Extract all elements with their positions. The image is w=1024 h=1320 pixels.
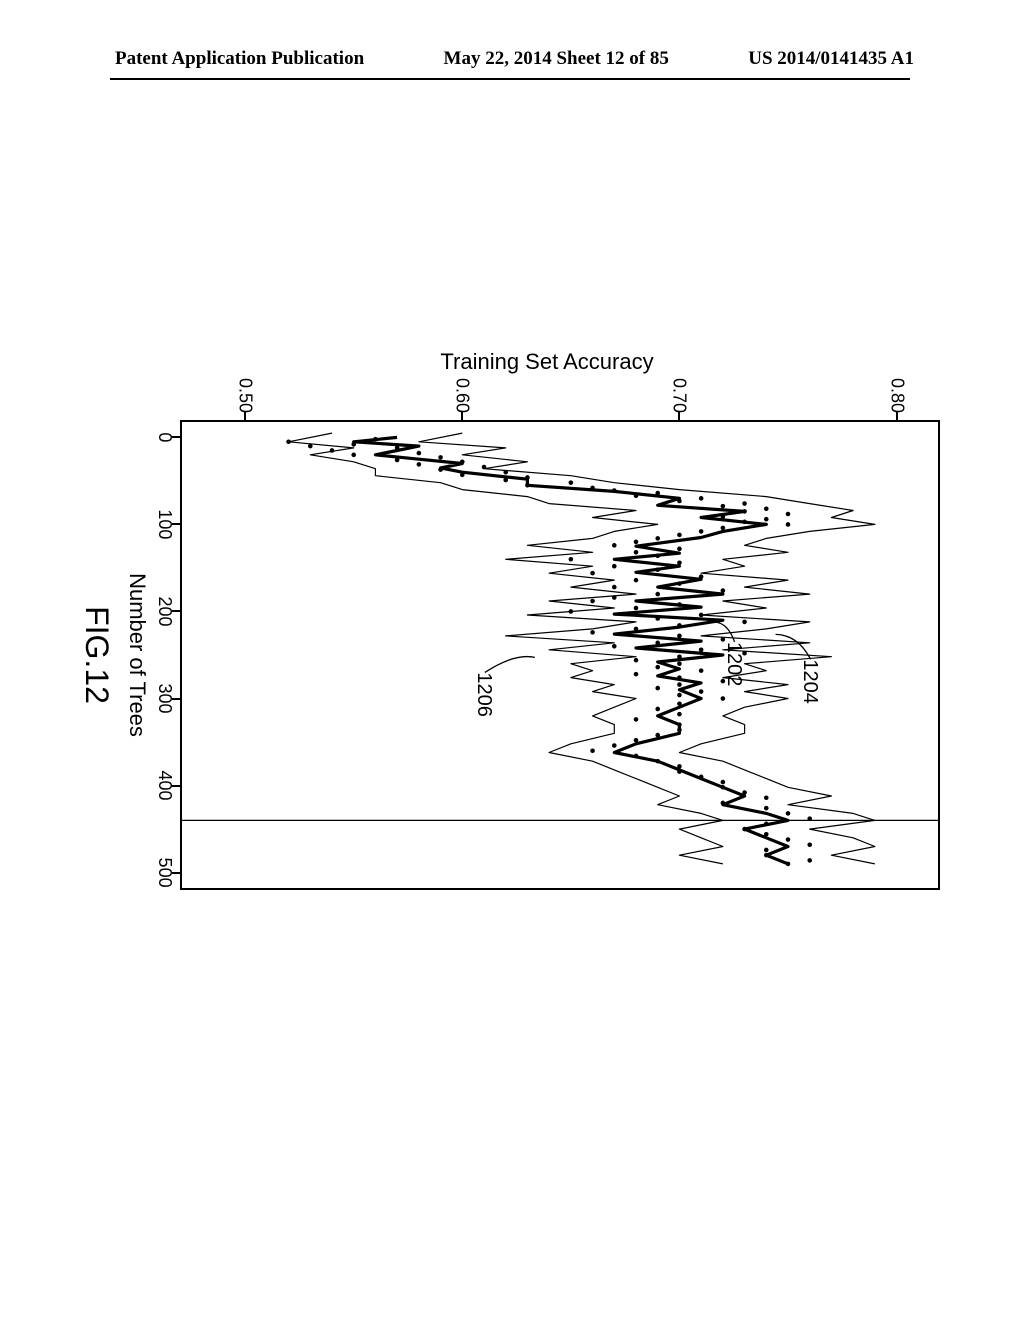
scatter-point xyxy=(612,644,617,649)
scatter-point xyxy=(655,536,660,541)
x-tick-label: 0 xyxy=(154,432,175,442)
y-tick-mark xyxy=(896,412,898,420)
scatter-point xyxy=(699,689,704,694)
scatter-point xyxy=(677,682,682,687)
scatter-point xyxy=(612,585,617,590)
scatter-point xyxy=(721,504,726,509)
scatter-point xyxy=(764,506,769,511)
scatter-point xyxy=(677,533,682,538)
x-tick-label: 200 xyxy=(154,596,175,626)
header-right: US 2014/0141435 A1 xyxy=(748,48,914,70)
scatter-point xyxy=(677,634,682,639)
scatter-point xyxy=(612,543,617,548)
x-tick-label: 500 xyxy=(154,858,175,888)
x-axis-label: Number of Trees xyxy=(124,420,150,890)
scatter-point xyxy=(742,501,747,506)
x-tick-label: 400 xyxy=(154,771,175,801)
figure-rotated-container: 0 100 200 300 400 500 0.50 0.60 0.70 0.80 Traini… xyxy=(60,350,960,910)
scatter-point xyxy=(677,693,682,698)
scatter-point xyxy=(807,858,812,863)
scatter-point xyxy=(634,672,639,677)
y-tick-mark xyxy=(678,412,680,420)
scatter-point xyxy=(590,599,595,604)
scatter-point xyxy=(699,647,704,652)
scatter-point xyxy=(786,837,791,842)
header-rule xyxy=(110,78,910,80)
y-tick-label: 0.60 xyxy=(452,378,473,413)
scatter-point xyxy=(721,696,726,701)
scatter-point xyxy=(764,795,769,800)
figure-caption: FIG.12 xyxy=(78,420,115,890)
x-tick-label: 300 xyxy=(154,683,175,713)
scatter-point xyxy=(590,748,595,753)
chart-svg xyxy=(180,420,940,890)
scatter-point xyxy=(699,496,704,501)
scatter-point xyxy=(742,620,747,625)
scatter-point xyxy=(634,540,639,545)
scatter-point xyxy=(438,455,443,460)
scatter-point xyxy=(612,564,617,569)
scatter-point xyxy=(677,661,682,666)
scatter-point xyxy=(655,592,660,597)
scatter-point xyxy=(786,512,791,517)
x-tick-label: 100 xyxy=(154,509,175,539)
header-center: May 22, 2014 Sheet 12 of 85 xyxy=(444,48,669,70)
y-tick-label: 0.70 xyxy=(669,378,690,413)
scatter-point xyxy=(351,453,356,458)
scatter-point xyxy=(655,686,660,691)
scatter-point xyxy=(677,560,682,565)
scatter-point xyxy=(655,665,660,670)
scatter-point xyxy=(699,668,704,673)
scatter-point xyxy=(590,630,595,635)
header-left: Patent Application Publication xyxy=(115,48,364,70)
scatter-point xyxy=(655,707,660,712)
scatter-point xyxy=(417,462,422,467)
scatter-point xyxy=(634,658,639,663)
scatter-point xyxy=(764,848,769,853)
scatter-point xyxy=(569,557,574,562)
scatter-point xyxy=(417,451,422,456)
scatter-point xyxy=(590,571,595,576)
scatter-point xyxy=(634,717,639,722)
scatter-point xyxy=(677,712,682,717)
y-tick-mark xyxy=(461,412,463,420)
scatter-point xyxy=(764,517,769,522)
scatter-point xyxy=(807,842,812,847)
scatter-point xyxy=(634,578,639,583)
y-axis-label: Training Set Accuracy xyxy=(397,349,697,375)
scatter-point xyxy=(569,480,574,485)
scatter-point xyxy=(786,522,791,527)
y-tick-label: 0.80 xyxy=(886,378,907,413)
scatter-point xyxy=(721,588,726,593)
scatter-point xyxy=(721,780,726,785)
callout-label-1206: 1206 xyxy=(472,672,495,717)
scatter-point xyxy=(677,547,682,552)
callout-label-1202: 1202 xyxy=(722,642,745,687)
page-header: Patent Application Publication May 22, 2… xyxy=(0,48,1024,70)
y-tick-mark xyxy=(244,412,246,420)
scatter-point xyxy=(699,529,704,534)
callout-label-1204: 1204 xyxy=(798,659,821,704)
callout-leader-1206 xyxy=(485,657,535,673)
scatter-point xyxy=(764,806,769,811)
scatter-point xyxy=(786,811,791,816)
scatter-point xyxy=(634,550,639,555)
scatter-point xyxy=(634,606,639,611)
scatter-point xyxy=(807,816,812,821)
scatter-point xyxy=(612,743,617,748)
y-tick-label: 0.50 xyxy=(235,378,256,413)
